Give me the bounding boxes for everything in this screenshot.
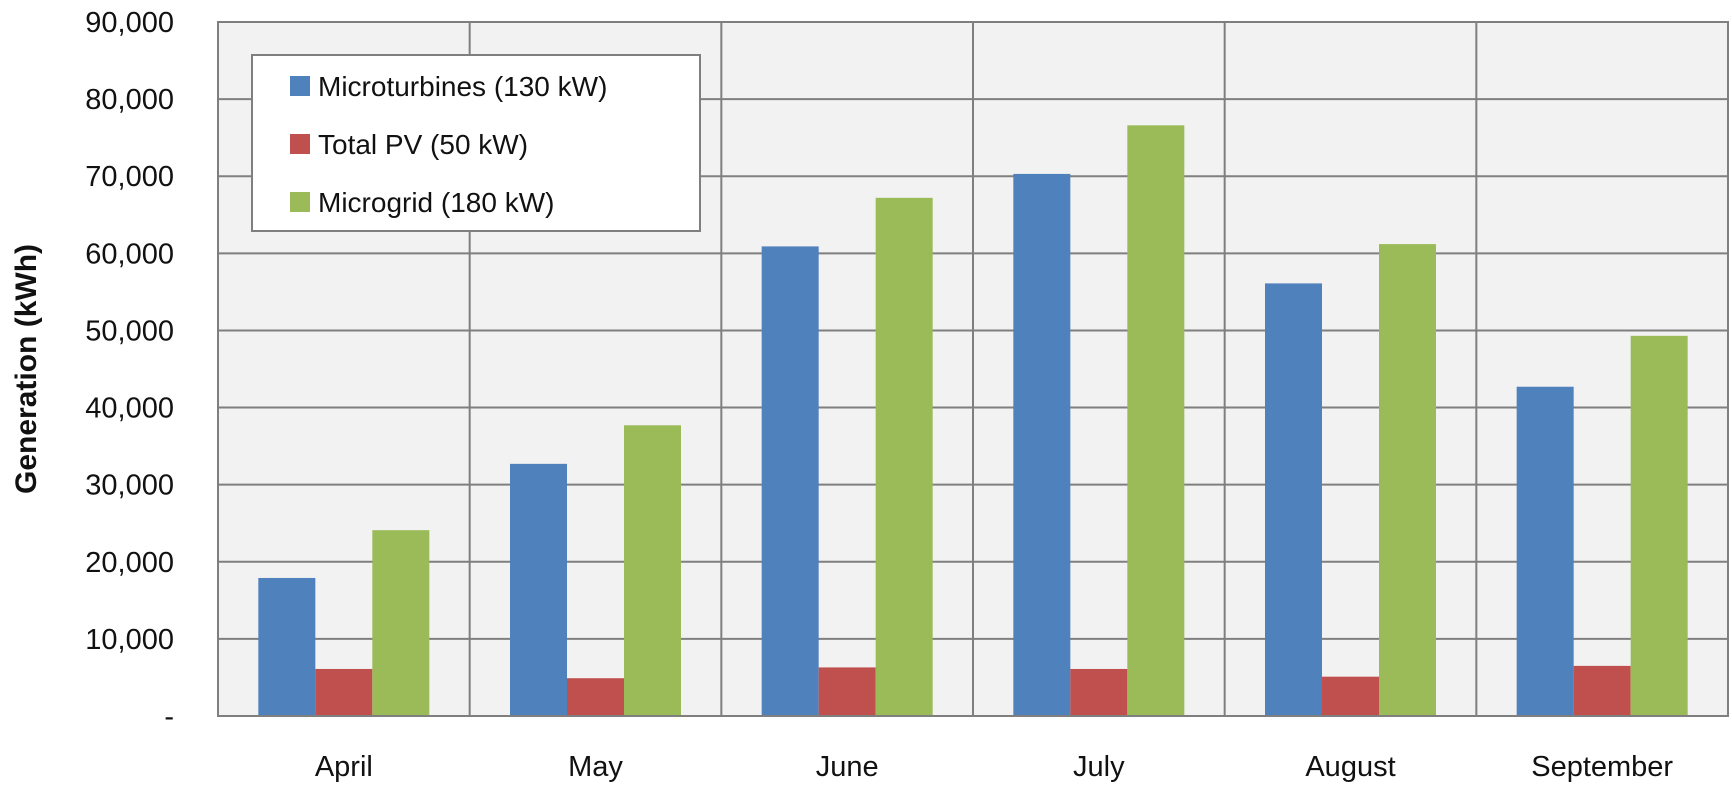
bar	[1070, 668, 1128, 716]
plot-frame	[217, 21, 1729, 717]
y-tick-label: 60,000	[85, 238, 174, 270]
y-tick-label: 90,000	[85, 7, 174, 39]
legend-label: Total PV (50 kW)	[318, 129, 528, 160]
legend-label: Microturbines (130 kW)	[318, 71, 607, 102]
y-tick-label: 70,000	[85, 161, 174, 193]
y-axis-title: Generation (kWh)	[10, 244, 43, 494]
bar	[1379, 244, 1436, 716]
bar	[1265, 283, 1322, 716]
bar	[624, 425, 681, 716]
y-tick-label: -	[164, 701, 174, 733]
x-tick-label: June	[816, 751, 879, 783]
legend-box	[251, 54, 701, 232]
y-tick-label: 20,000	[85, 547, 174, 579]
y-tick-label: 40,000	[85, 393, 174, 425]
x-tick-label: July	[1073, 751, 1125, 783]
bar	[1630, 335, 1688, 716]
x-tick-label: September	[1531, 751, 1673, 783]
legend-swatch	[290, 192, 310, 212]
bar	[1127, 125, 1185, 717]
y-tick-label: 50,000	[85, 315, 174, 347]
bar	[1013, 173, 1071, 717]
bar	[315, 668, 373, 716]
legend: Microturbines (130 kW) Total PV (50 kW) Mi…	[251, 54, 701, 232]
bar	[510, 463, 567, 716]
y-tick-label: 80,000	[85, 84, 174, 116]
bar	[1322, 676, 1379, 716]
bar	[1573, 665, 1631, 716]
x-tick-label: May	[568, 751, 623, 783]
bar	[761, 246, 819, 717]
legend-swatch	[290, 134, 310, 154]
bar	[372, 530, 430, 716]
bar	[258, 577, 316, 716]
bar	[1516, 386, 1574, 716]
bars	[258, 125, 1688, 717]
legend-swatch	[290, 76, 310, 96]
y-tick-label: 30,000	[85, 470, 174, 502]
y-tick-label: 10,000	[85, 624, 174, 656]
y-axis-ticks: - 10,000 20,000 30,000 40,000 50,000 60,000 70,…	[85, 7, 174, 733]
x-tick-label: August	[1305, 751, 1395, 783]
x-tick-label: April	[315, 751, 373, 783]
bar	[875, 197, 933, 716]
bar	[818, 667, 876, 716]
x-axis-ticks: April May June July August September	[315, 751, 1674, 783]
bar	[567, 678, 624, 716]
legend-label: Microgrid (180 kW)	[318, 187, 554, 218]
